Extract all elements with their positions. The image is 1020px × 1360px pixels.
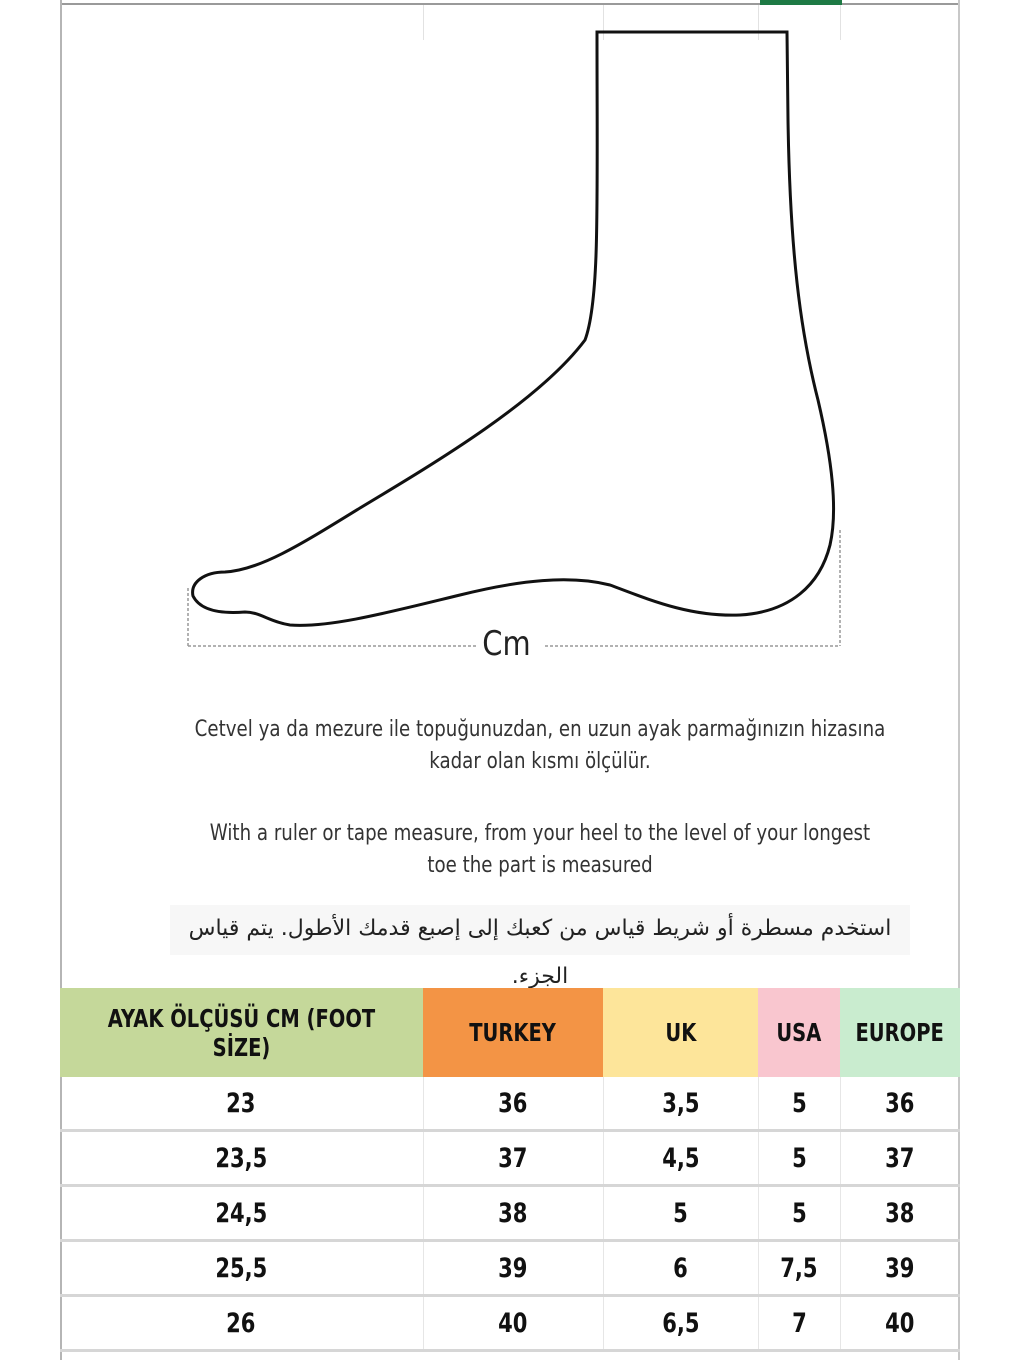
cell-value: 24,5 <box>215 1197 268 1229</box>
selected-column-indicator <box>760 0 842 5</box>
instruction-turkish: Cetvel ya da mezure ile topuğunuzdan, en… <box>194 717 886 774</box>
cell-usa: 5 <box>758 1130 841 1187</box>
grid-line <box>603 5 604 40</box>
cell-value: 3,5 <box>661 1087 700 1119</box>
table-row: 25,5 39 6 7,5 39 <box>60 1240 960 1297</box>
cell-foot-size: 24,5 <box>60 1185 424 1242</box>
cell-value: 38 <box>885 1197 915 1229</box>
table-row: 24,5 38 5 5 38 <box>60 1185 960 1242</box>
cell-usa: 7,5 <box>758 1240 841 1297</box>
cell-uk: 3,5 <box>603 1077 759 1132</box>
cell-usa: 5 <box>758 1077 841 1132</box>
cell-value: 5 <box>791 1087 807 1119</box>
cell-value: 36 <box>885 1087 915 1119</box>
cell-uk: 6,5 <box>603 1295 759 1352</box>
cell-uk: 5 <box>603 1185 759 1242</box>
instruction-arabic: استخدم مسطرة أو شريط قياس من كعبك إلى إص… <box>170 905 910 989</box>
cell-europe: 37 <box>840 1130 960 1187</box>
table-row: 23,5 37 4,5 5 37 <box>60 1130 960 1187</box>
grid-line <box>840 5 841 40</box>
grid-line <box>423 5 424 40</box>
cell-value: 40 <box>498 1307 528 1339</box>
header-label: TURKEY <box>469 1018 557 1047</box>
cell-value: 23,5 <box>215 1142 268 1174</box>
sheet-right-border <box>958 0 960 1360</box>
header-label: AYAK ÖLÇÜSÜ CM (FOOT SİZE) <box>107 1003 376 1062</box>
cell-foot-size: 25,5 <box>60 1240 424 1297</box>
cell-value: 26 <box>226 1307 256 1339</box>
cell-turkey: 38 <box>423 1185 604 1242</box>
cell-turkey: 40 <box>423 1295 604 1352</box>
instruction-english: With a ruler or tape measure, from your … <box>209 821 871 878</box>
cell-foot-size: 23 <box>60 1077 424 1132</box>
cell-value: 6,5 <box>661 1307 700 1339</box>
header-europe: EUROPE <box>840 988 960 1077</box>
cell-value: 5 <box>673 1197 688 1229</box>
header-label: EUROPE <box>855 1018 945 1047</box>
cell-usa: 5 <box>758 1185 841 1242</box>
header-foot-size: AYAK ÖLÇÜSÜ CM (FOOT SİZE) <box>60 988 423 1077</box>
cell-europe: 39 <box>840 1240 960 1297</box>
cell-europe: 36 <box>840 1077 960 1132</box>
cell-value: 7,5 <box>780 1252 818 1284</box>
cell-turkey: 39 <box>423 1240 604 1297</box>
cell-value: 25,5 <box>215 1252 268 1284</box>
table-row: 23 36 3,5 5 36 <box>60 1077 960 1132</box>
cell-foot-size: 26 <box>60 1295 424 1352</box>
cell-turkey: 36 <box>423 1077 604 1132</box>
header-label: UK <box>665 1018 696 1047</box>
cell-uk: 4,5 <box>603 1130 759 1187</box>
cell-value: 39 <box>498 1252 528 1284</box>
cell-value: 5 <box>791 1197 807 1229</box>
header-uk: UK <box>603 988 758 1077</box>
cell-usa: 7 <box>758 1295 841 1352</box>
cell-uk: 6 <box>603 1240 759 1297</box>
cell-value: 39 <box>885 1252 915 1284</box>
header-usa: USA <box>758 988 840 1077</box>
cell-value: 6 <box>673 1252 688 1284</box>
cell-europe: 38 <box>840 1185 960 1242</box>
measure-label: Cm <box>482 624 531 664</box>
cell-value: 4,5 <box>661 1142 700 1174</box>
grid-line <box>758 5 759 40</box>
cell-foot-size: 23,5 <box>60 1130 424 1187</box>
header-turkey: TURKEY <box>423 988 603 1077</box>
cell-value: 23 <box>226 1087 256 1119</box>
cell-value: 36 <box>498 1087 528 1119</box>
header-label: USA <box>776 1018 822 1047</box>
cell-value: 37 <box>498 1142 528 1174</box>
sheet-left-border <box>60 0 62 1360</box>
sheet-top-border <box>60 3 960 5</box>
cell-value: 5 <box>791 1142 807 1174</box>
cell-value: 40 <box>885 1307 915 1339</box>
cell-value: 7 <box>791 1307 807 1339</box>
cell-europe: 40 <box>840 1295 960 1352</box>
size-chart-table: AYAK ÖLÇÜSÜ CM (FOOT SİZE) TURKEY UK USA EUR… <box>60 988 960 1352</box>
table-row: 26 40 6,5 7 40 <box>60 1295 960 1352</box>
foot-outline <box>191 30 836 627</box>
cell-value: 38 <box>498 1197 528 1229</box>
cell-turkey: 37 <box>423 1130 604 1187</box>
foot-outline-diagram <box>187 30 841 647</box>
cell-value: 37 <box>885 1142 915 1174</box>
